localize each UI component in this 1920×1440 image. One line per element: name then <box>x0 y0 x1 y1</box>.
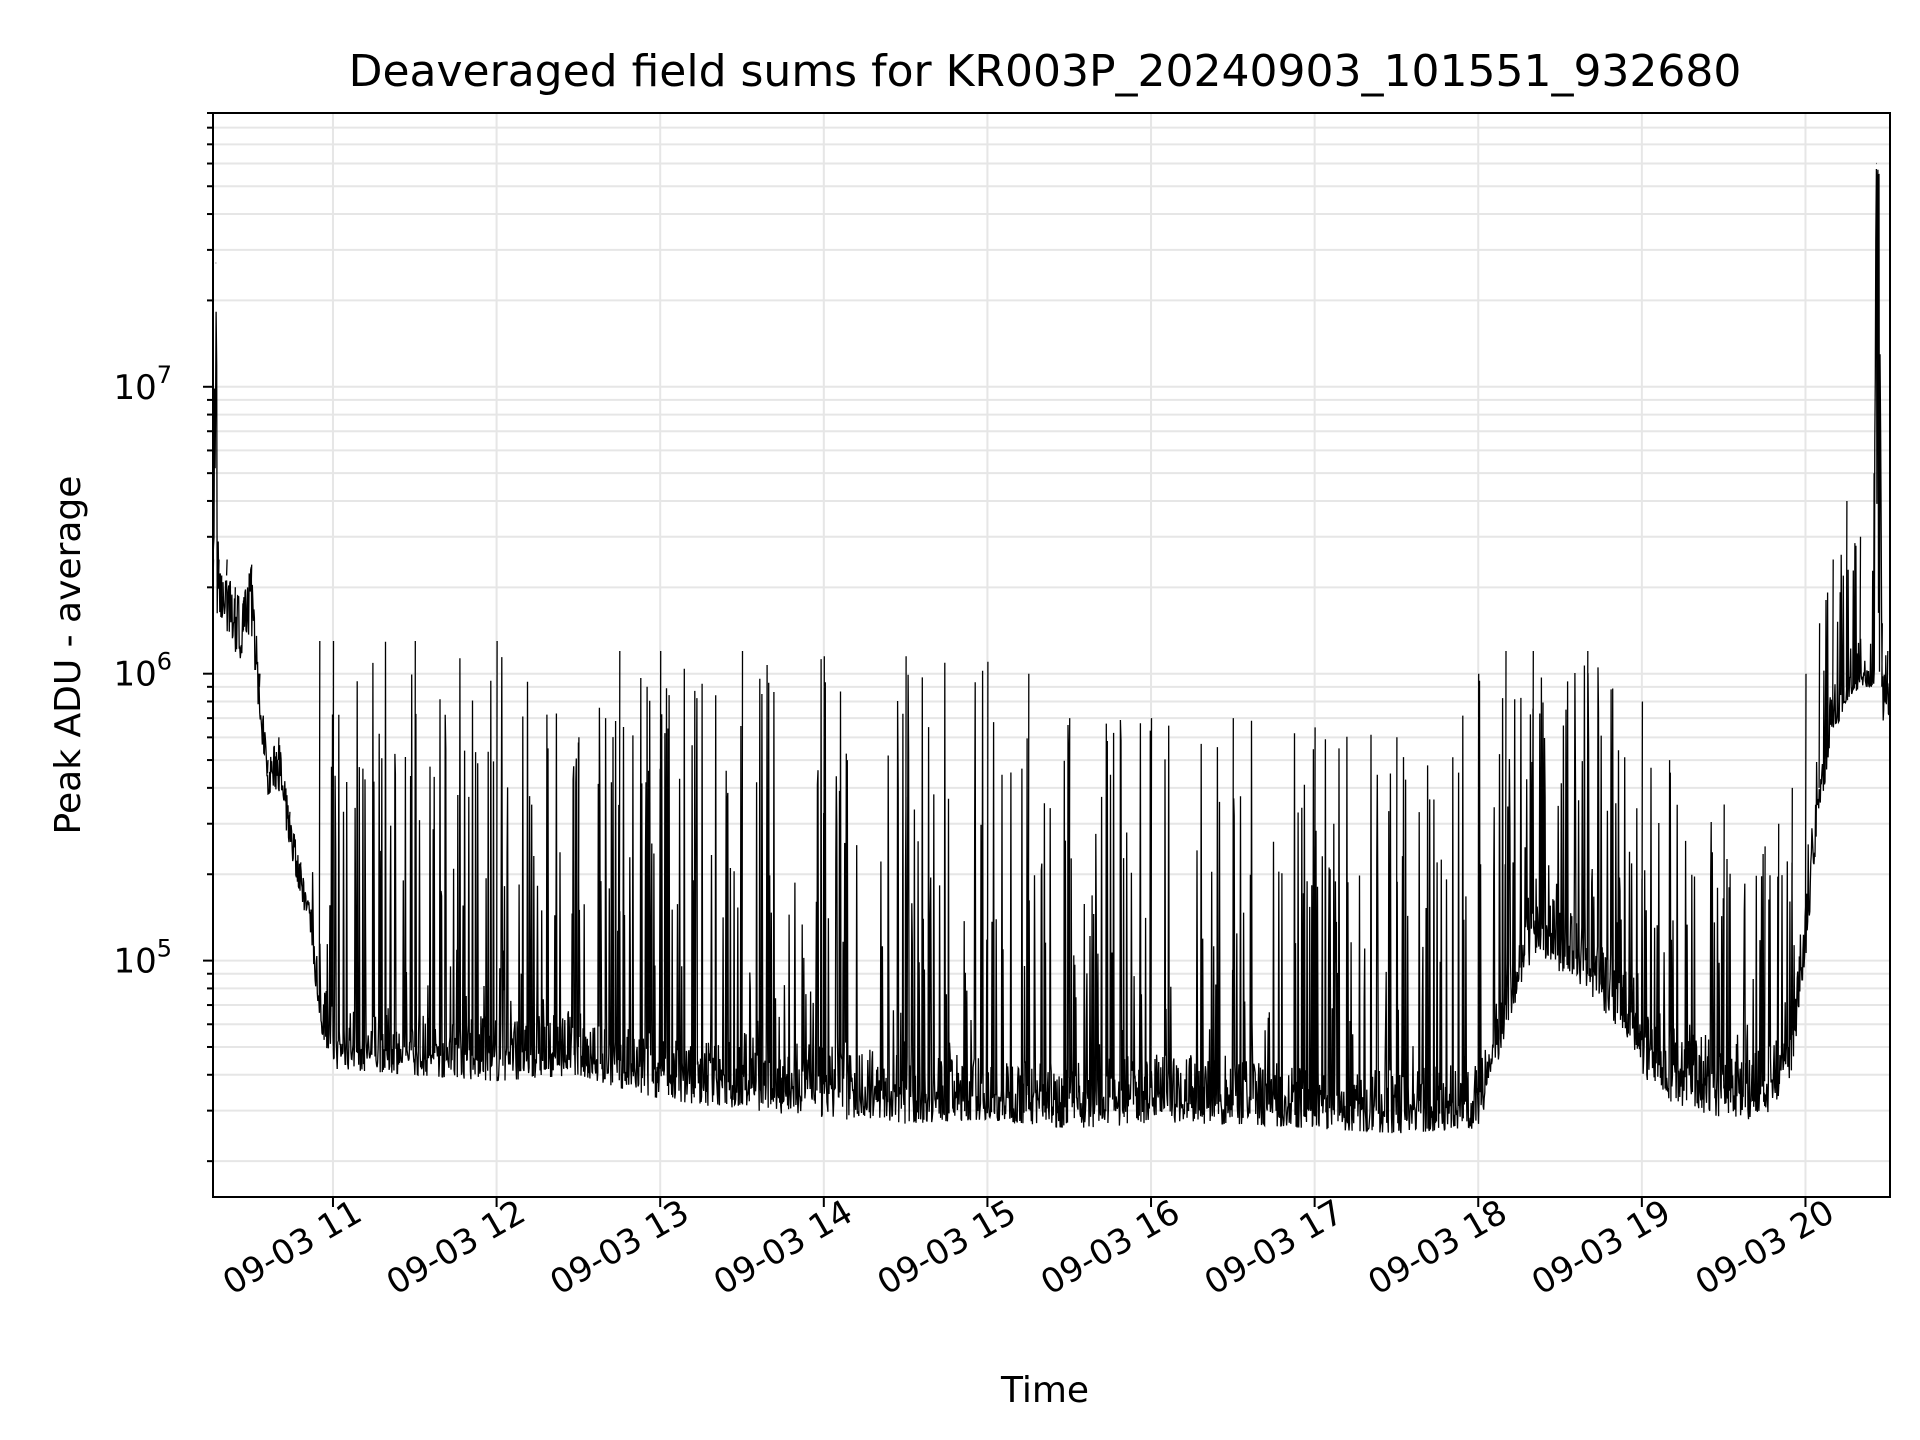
x-tick-label: 09-03 12 <box>380 1192 532 1303</box>
x-tick-label: 09-03 16 <box>1034 1192 1186 1303</box>
x-tick-label: 09-03 19 <box>1525 1192 1677 1303</box>
y-tick-label: 106 <box>113 648 172 695</box>
x-tick-label: 09-03 17 <box>1198 1192 1350 1303</box>
series-layer <box>213 162 1890 1134</box>
y-axis-label: Peak ADU - average <box>48 476 89 835</box>
series-line <box>213 162 1890 1134</box>
y-tick-label: 105 <box>113 935 172 982</box>
x-tick-label: 09-03 13 <box>543 1192 695 1303</box>
x-tick-label: 09-03 11 <box>216 1192 368 1303</box>
x-tick-label: 09-03 20 <box>1689 1192 1841 1303</box>
chart-title: Deaveraged field sums for KR003P_2024090… <box>349 46 1742 97</box>
x-tick-label: 09-03 18 <box>1362 1192 1514 1303</box>
plot-frame <box>212 112 1891 1198</box>
x-tick-label: 09-03 15 <box>871 1192 1023 1303</box>
x-axis-label: Time <box>1000 1370 1089 1411</box>
y-tick-label: 107 <box>113 361 172 408</box>
x-tick-label: 09-03 14 <box>707 1192 859 1303</box>
